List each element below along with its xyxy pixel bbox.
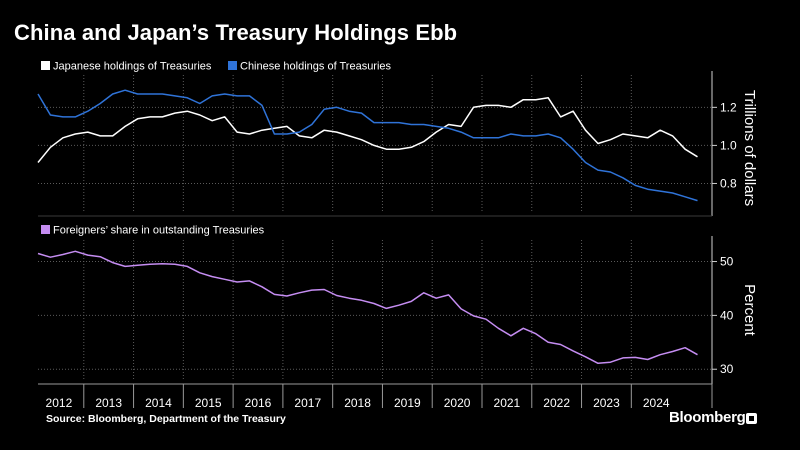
upper-panel: Japanese holdings of Treasuries Chinese … <box>22 60 758 216</box>
upper-gridlines <box>38 75 712 212</box>
lower-tick-label-1: 40 <box>720 308 734 322</box>
lower-tick-label-2: 50 <box>720 255 734 269</box>
lower-gridlines <box>38 240 712 380</box>
x-tick-label-1: 2013 <box>95 396 122 410</box>
lower-series-line-0 <box>37 250 698 365</box>
upper-tick-label-1: 1.0 <box>720 138 737 152</box>
lower-series-lines <box>37 250 698 365</box>
x-tick-label-8: 2020 <box>444 396 471 410</box>
legend-label-japan: Japanese holdings of Treasuries <box>53 61 212 73</box>
x-tick-label-2: 2014 <box>145 396 172 410</box>
legend-swatch-china <box>228 61 237 70</box>
x-axis: 2012 2013 2014 2015 2016 2017 2018 2019 2020 2021… <box>38 215 713 410</box>
x-tick-label-11: 2023 <box>593 396 620 410</box>
source-note: Source: Bloomberg, Department of the Tre… <box>46 413 286 425</box>
brand-mark-icon <box>746 413 757 424</box>
x-tick-label-7: 2019 <box>394 396 421 410</box>
upper-series-lines <box>37 89 698 202</box>
lower-y-ticks: 30 40 50 <box>711 236 734 384</box>
x-tick-label-12: 2024 <box>643 396 670 410</box>
lower-y-axis-label: Percent <box>741 284 758 337</box>
legend-swatch-foreign-share <box>41 225 50 234</box>
upper-tick-label-2: 1.2 <box>720 100 737 114</box>
upper-tick-label-0: 0.8 <box>720 176 737 190</box>
legend-swatch-japan <box>41 61 50 70</box>
upper-series-line-1 <box>37 89 698 202</box>
legend-label-china: Chinese holdings of Treasuries <box>240 61 392 73</box>
chart-title: China and Japan’s Treasury Holdings Ebb <box>14 20 458 45</box>
brand-logo: Bloomberg <box>669 409 746 426</box>
upper-y-axis-label: Trillions of dollars <box>741 90 758 206</box>
legend-spacer <box>22 60 33 71</box>
x-tick-label-0: 2012 <box>46 396 73 410</box>
lower-panel: Foreigners’ share in outstanding Treasur… <box>37 225 758 384</box>
upper-series-line-0 <box>37 97 698 163</box>
x-tick-label-5: 2017 <box>294 396 321 410</box>
x-tick-label-10: 2022 <box>543 396 570 410</box>
x-tick-label-6: 2018 <box>344 396 371 410</box>
x-tick-label-9: 2021 <box>494 396 521 410</box>
x-tick-label-3: 2015 <box>195 396 222 410</box>
x-tick-label-4: 2016 <box>245 396 272 410</box>
upper-y-ticks: 0.8 1.0 1.2 <box>711 71 737 216</box>
legend-label-foreign-share: Foreigners’ share in outstanding Treasur… <box>53 225 265 237</box>
lower-tick-label-0: 30 <box>720 362 734 376</box>
